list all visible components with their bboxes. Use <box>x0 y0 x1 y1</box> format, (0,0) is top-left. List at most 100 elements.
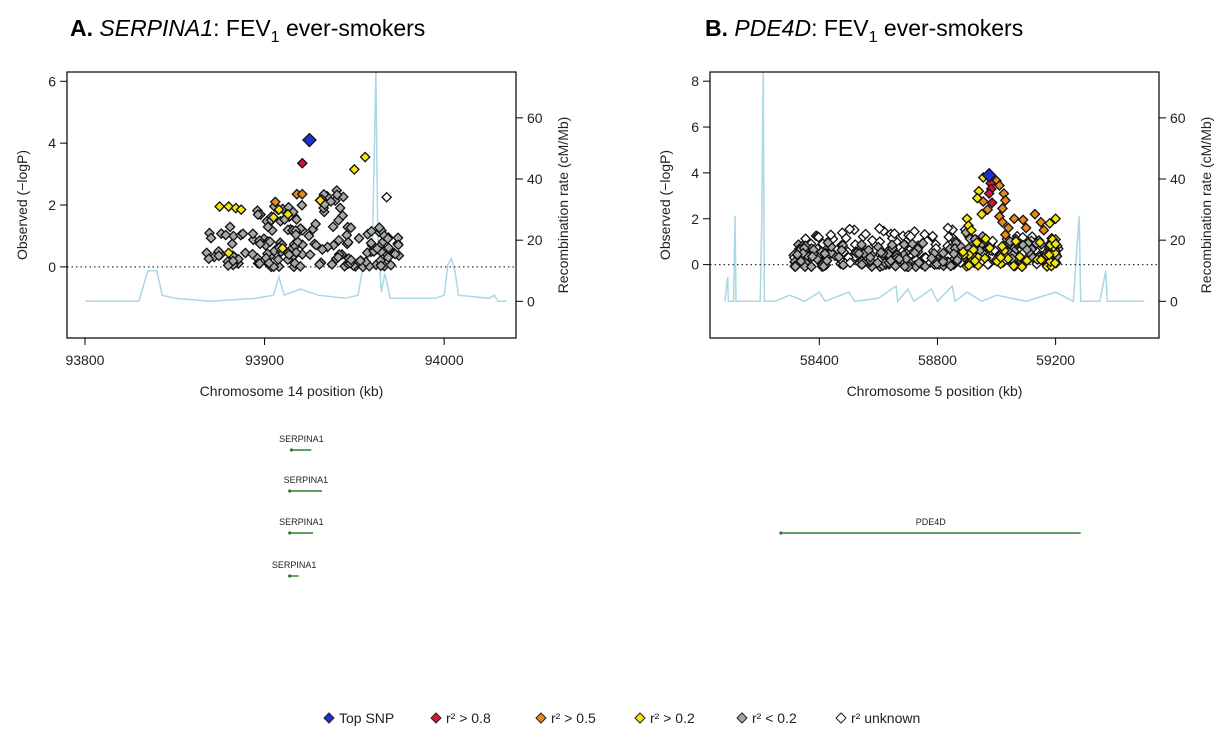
snp-point-r2-low <box>899 260 911 273</box>
snp-point-unknown <box>866 234 878 247</box>
snp-point-unknown <box>919 228 931 240</box>
y2-tick-label: 0 <box>527 293 535 309</box>
snp-point-r2-low <box>342 236 354 248</box>
gene-label: PDE4D <box>916 517 947 527</box>
y2-tick-label: 60 <box>527 110 543 126</box>
snp-point-r2-low <box>825 247 837 259</box>
snp-point-r2-low <box>345 222 357 234</box>
plot-frame <box>709 71 1160 339</box>
snp-point-r2-low <box>304 249 316 261</box>
snp-point-r2-low <box>353 232 365 244</box>
snp-point-r2-low <box>331 189 343 201</box>
panel-a-gene: SERPINA1 <box>99 15 213 41</box>
snp-point-r2-05 <box>996 202 1008 214</box>
snp-point-r2-low <box>371 243 383 255</box>
snp-point-r2-low <box>252 209 264 221</box>
snp-point-r2-05 <box>999 229 1011 241</box>
snp-point-r2-05 <box>1038 224 1050 236</box>
snp-point-r2-low <box>328 239 340 251</box>
snp-point-r2-low <box>254 258 266 270</box>
snp-point-r2-02 <box>1050 213 1062 225</box>
snp-point-r2-low <box>239 247 251 259</box>
y2-tick-label: 40 <box>1170 171 1186 187</box>
snp-point-r2-low <box>806 251 818 263</box>
snp-point-r2-low <box>789 261 801 273</box>
panel-b-label: B. <box>705 15 728 41</box>
snp-point-r2-low <box>886 239 898 251</box>
legend-swatch-rlow <box>736 712 748 724</box>
snp-point-r2-02 <box>348 163 360 175</box>
snp-point-r2-low <box>224 221 236 233</box>
y2-axis-label: Recombination rate (cM/Mb) <box>555 117 571 294</box>
y-tick-label: 0 <box>48 259 56 275</box>
snp-point-r2-low <box>247 248 259 260</box>
y-tick-label: 6 <box>691 119 699 135</box>
snp-point-r2-low <box>226 238 238 250</box>
snp-point-r2-low <box>392 239 404 251</box>
snp-point-r2-02 <box>957 246 969 258</box>
snp-point-r2-02 <box>1043 249 1055 261</box>
snp-point-r2-low <box>909 247 921 259</box>
snp-point-r2-02 <box>223 201 235 213</box>
snp-point-r2-02 <box>359 151 371 163</box>
legend-label-top: Top SNP <box>339 710 394 726</box>
legend-swatch-r05 <box>535 712 547 724</box>
snp-point-r2-low <box>310 239 322 251</box>
snp-point-r2-low <box>837 259 849 271</box>
gene-label: SERPINA1 <box>272 560 317 570</box>
y-axis-label: Observed (−logP) <box>657 150 673 260</box>
legend-label-r05: r² > 0.5 <box>551 710 596 726</box>
x-axis-label: Chromosome 14 position (kb) <box>200 383 384 399</box>
gene-start-marker <box>289 448 294 452</box>
snp-point-r2-05 <box>269 196 281 208</box>
snp-point-r2-02 <box>314 194 326 206</box>
snp-point-unknown <box>888 228 900 240</box>
snp-point-unknown <box>943 231 955 243</box>
snp-point-r2-low <box>203 253 215 265</box>
snp-point-r2-low <box>290 229 302 241</box>
snp-point-r2-02 <box>995 252 1007 264</box>
snp-point-r2-05 <box>1020 222 1032 234</box>
snp-point-r2-low <box>833 251 845 263</box>
snp-point-r2-low <box>254 238 266 250</box>
snp-point-r2-05 <box>1017 214 1029 226</box>
snp-point-r2-low <box>220 229 232 241</box>
legend-swatch-r02 <box>634 712 646 724</box>
snp-point-r2-low <box>345 254 357 266</box>
snp-point-r2-low <box>917 237 929 249</box>
snp-point-r2-low <box>906 238 918 250</box>
snp-point-r2-low <box>805 261 817 273</box>
snp-point-r2-02 <box>965 224 977 236</box>
snp-point-r2-02 <box>282 208 294 220</box>
snp-point-r2-05 <box>1035 216 1047 228</box>
gene-start-marker <box>288 574 292 578</box>
snp-point-r2-08 <box>296 157 308 169</box>
snp-point-r2-low <box>264 236 276 248</box>
snp-point-r2-low <box>310 218 322 230</box>
y2-tick-label: 20 <box>1170 232 1186 248</box>
snp-point-r2-low <box>791 248 803 260</box>
snp-point-r2-low <box>354 255 366 267</box>
snp-point-r2-02 <box>1021 255 1033 267</box>
snp-point-r2-08 <box>983 188 995 200</box>
snp-point-r2-02 <box>1008 260 1020 272</box>
y-tick-label: 4 <box>691 165 699 181</box>
snp-point-r2-02 <box>976 208 988 220</box>
snp-point-r2-02 <box>979 252 991 264</box>
y-tick-label: 2 <box>48 197 56 213</box>
legend-swatch-r08 <box>430 712 442 724</box>
top-snp-point <box>981 167 997 183</box>
snp-point-r2-low <box>1021 243 1033 256</box>
snp-point-r2-05 <box>993 179 1006 192</box>
panel-b-title: B. PDE4D: FEV1 ever-smokers <box>705 15 1023 46</box>
x-tick-label: 93800 <box>65 352 104 368</box>
y-tick-label: 2 <box>691 211 699 227</box>
snp-point-r2-low <box>853 247 865 259</box>
snp-point-r2-low <box>389 248 401 260</box>
snp-point-r2-02 <box>980 233 992 245</box>
panel-a-label: A. <box>70 15 93 41</box>
x-tick-label: 93900 <box>245 352 284 368</box>
snp-point-r2-low <box>332 251 344 263</box>
